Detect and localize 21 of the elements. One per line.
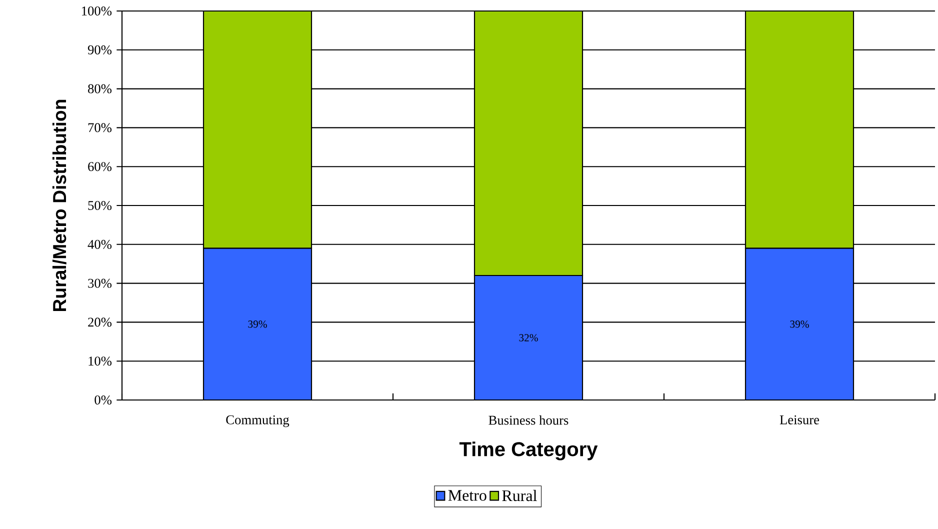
y-tick-label: 100% <box>82 6 112 16</box>
x-tick-label: Commuting <box>226 415 290 428</box>
y-tick-label: 30% <box>88 278 112 288</box>
x-tick-label: Leisure <box>780 415 820 424</box>
legend-label: Rural <box>502 490 537 502</box>
legend-label: Metro <box>448 490 486 501</box>
y-tick-label: 10% <box>88 356 112 366</box>
y-tick-label: 90% <box>88 45 112 54</box>
y-tick-label: 0% <box>94 395 112 405</box>
x-axis-title: Time Category <box>459 442 598 460</box>
data-label: 32% <box>519 334 538 342</box>
y-axis-title: Rural/Metro Distribution <box>52 100 66 312</box>
y-tick-label: 20% <box>88 318 112 327</box>
y-tick-label: 70% <box>88 123 112 132</box>
y-tick-label: 40% <box>88 240 112 249</box>
y-tick-label: 50% <box>88 200 112 210</box>
y-tick-label: 80% <box>88 84 112 94</box>
data-label: 39% <box>790 320 809 328</box>
x-tick-label: Business hours <box>488 415 568 425</box>
data-label: 39% <box>248 320 267 328</box>
y-tick-label: 60% <box>88 162 112 172</box>
